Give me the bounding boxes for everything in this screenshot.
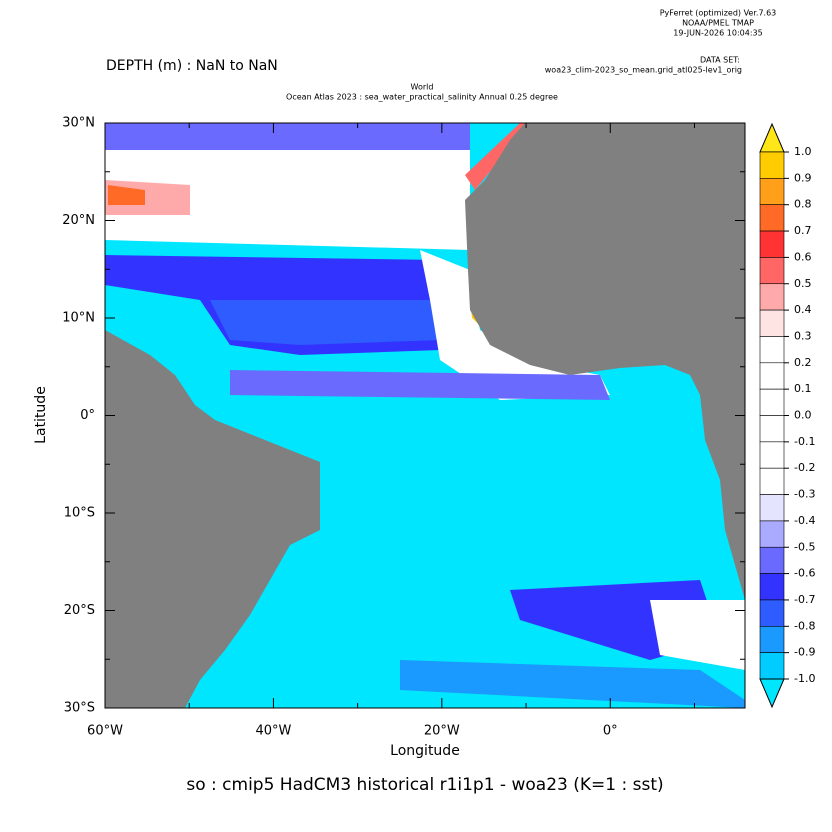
colorbar-label: -0.7 bbox=[794, 593, 815, 606]
patch bbox=[650, 600, 745, 670]
org: NOAA/PMEL TMAP bbox=[682, 19, 754, 28]
y-axis-label: Latitude bbox=[33, 386, 49, 444]
y-tick-label: 30°N bbox=[62, 116, 95, 131]
x-tick-label: 0° bbox=[603, 724, 618, 739]
colorbar-band bbox=[759, 415, 785, 443]
colorbar-band bbox=[759, 336, 785, 364]
colorbar-label: 0.0 bbox=[794, 409, 812, 422]
x-axis-label: Longitude bbox=[390, 743, 460, 759]
x-tick-label: 20°W bbox=[424, 724, 460, 739]
colorbar-band bbox=[759, 625, 785, 653]
depth: DEPTH (m) : NaN to NaN bbox=[106, 58, 278, 74]
subtitle: Ocean Atlas 2023 : sea_water_practical_s… bbox=[286, 93, 558, 102]
map-field bbox=[104, 122, 746, 709]
land bbox=[105, 330, 320, 708]
patch bbox=[400, 660, 745, 708]
colorbar-label: 0.7 bbox=[794, 224, 812, 237]
colorbar-arrow bbox=[759, 678, 785, 709]
colorbar-label: -0.2 bbox=[794, 461, 815, 474]
colorbar-label: -0.9 bbox=[794, 646, 815, 659]
y-tick-label: 20°S bbox=[64, 603, 95, 618]
colorbar-label: -1.0 bbox=[794, 672, 815, 685]
patch bbox=[105, 150, 470, 250]
colorbar-band bbox=[759, 230, 785, 258]
colorbar-label: 0.8 bbox=[794, 198, 812, 211]
colorbar-label: 0.4 bbox=[794, 303, 812, 316]
colorbar-band bbox=[759, 494, 785, 522]
colorbar-band bbox=[759, 599, 785, 627]
patch bbox=[210, 300, 440, 345]
colorbar-label: 0.5 bbox=[794, 277, 812, 290]
dataset-label: DATA SET: bbox=[700, 56, 740, 65]
colorbar-band bbox=[759, 283, 785, 311]
land bbox=[465, 123, 745, 600]
colorbar-band bbox=[759, 388, 785, 416]
colorbar-band bbox=[759, 257, 785, 285]
colorbar-arrow bbox=[759, 122, 785, 153]
dataset: woa23_clim-2023_so_mean.grid_atl025-lev1… bbox=[545, 66, 742, 75]
colorbar-band bbox=[759, 546, 785, 574]
x-tick-label: 60°W bbox=[87, 724, 123, 739]
patch bbox=[230, 370, 610, 400]
colorbar-band bbox=[759, 467, 785, 495]
y-tick-label: 10°N bbox=[62, 311, 95, 326]
colorbar-label: -0.4 bbox=[794, 514, 815, 527]
colorbar-label: 0.1 bbox=[794, 382, 812, 395]
y-tick-label: 0° bbox=[80, 408, 95, 423]
software: PyFerret (optimized) Ver.7.63 bbox=[660, 9, 777, 18]
colorbar-label: -0.1 bbox=[794, 435, 815, 448]
footer: so : cmip5 HadCM3 historical r1i1p1 - wo… bbox=[186, 775, 663, 795]
colorbar-band bbox=[759, 652, 785, 680]
date: 19-JUN-2026 10:04:35 bbox=[673, 29, 762, 38]
colorbar-band bbox=[759, 151, 785, 179]
colorbar-band bbox=[759, 178, 785, 206]
colorbar-label: -0.5 bbox=[794, 540, 815, 553]
colorbar-band bbox=[759, 362, 785, 390]
title: World bbox=[411, 83, 434, 92]
y-tick-label: 30°S bbox=[64, 701, 95, 716]
colorbar-band bbox=[759, 573, 785, 601]
patch bbox=[108, 185, 145, 205]
colorbar-band bbox=[759, 441, 785, 469]
colorbar-band bbox=[759, 309, 785, 337]
y-tick-label: 10°S bbox=[64, 506, 95, 521]
colorbar-label: 0.2 bbox=[794, 356, 812, 369]
colorbar-band bbox=[759, 520, 785, 548]
colorbar-label: -0.6 bbox=[794, 567, 815, 580]
x-tick-label: 40°W bbox=[255, 724, 291, 739]
colorbar-label: -0.8 bbox=[794, 619, 815, 632]
colorbar-label: 0.6 bbox=[794, 250, 812, 263]
patch bbox=[420, 250, 610, 400]
colorbar-label: 0.3 bbox=[794, 329, 812, 342]
colorbar-label: -0.3 bbox=[794, 488, 815, 501]
colorbar-label: 0.9 bbox=[794, 171, 812, 184]
y-tick-label: 20°N bbox=[62, 213, 95, 228]
colorbar-band bbox=[759, 204, 785, 232]
colorbar-label: 1.0 bbox=[794, 145, 812, 158]
